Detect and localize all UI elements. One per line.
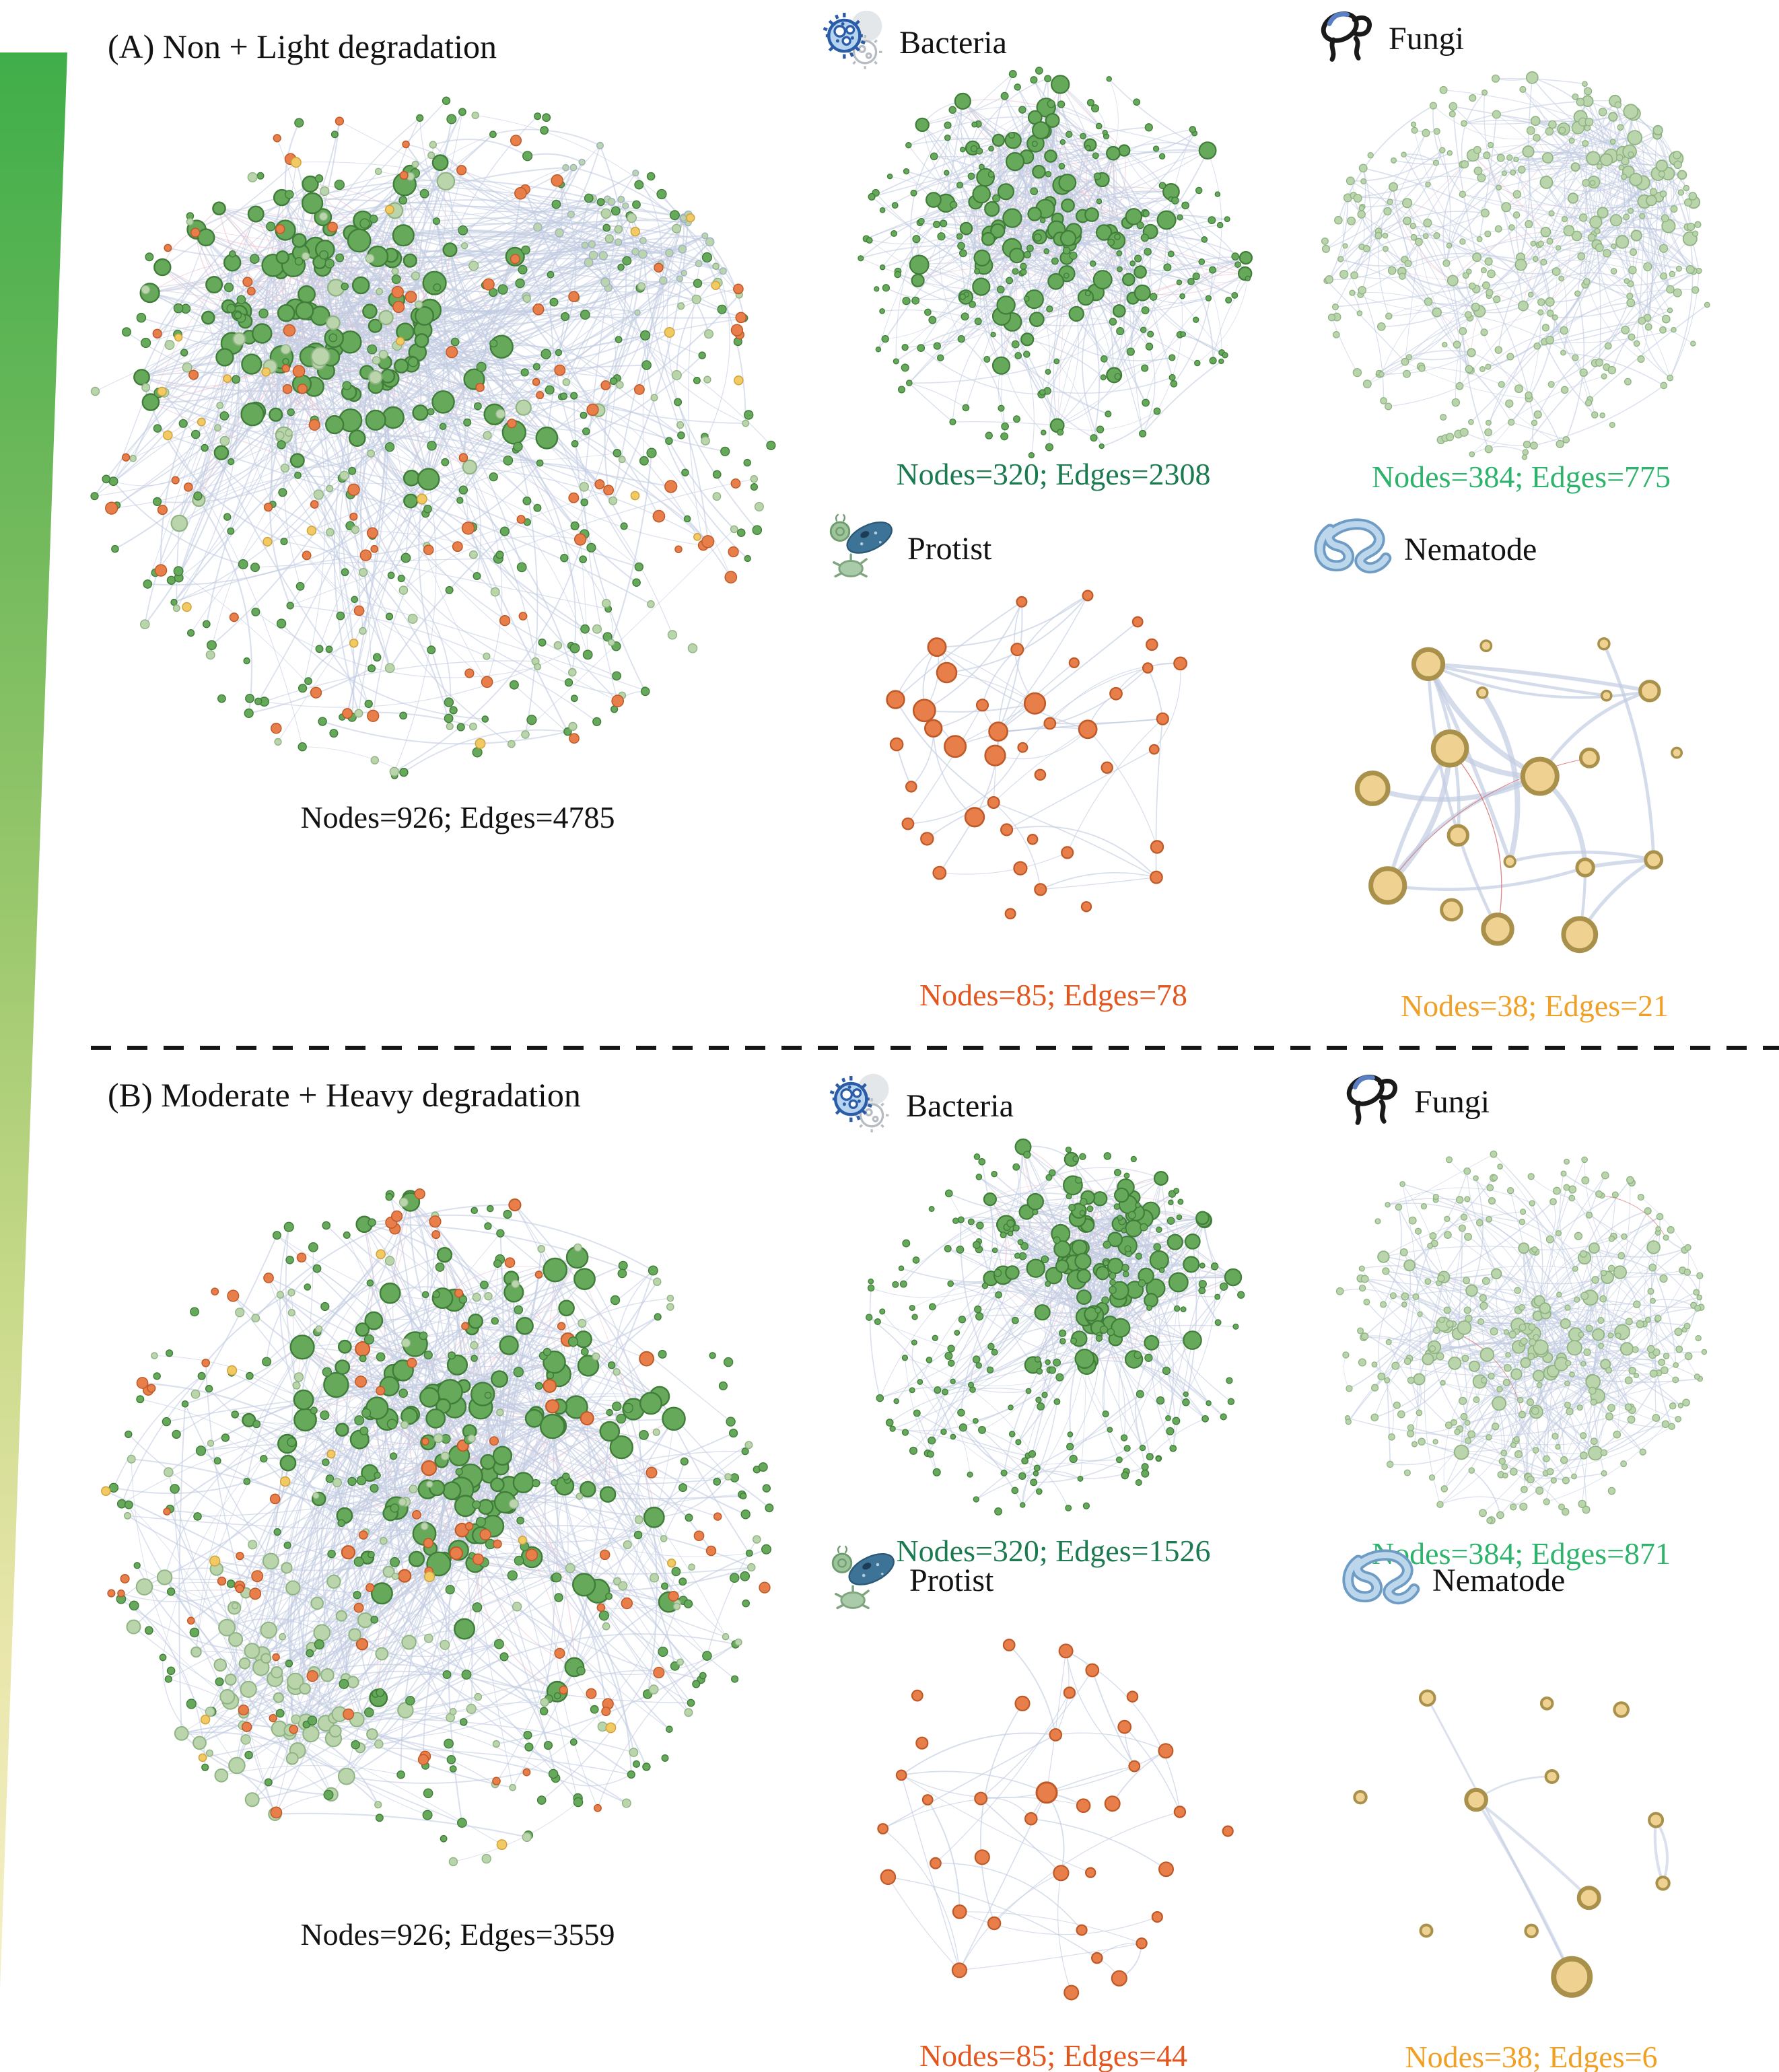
nematode-icon bbox=[1339, 1542, 1427, 1618]
subnet-b-bacteria-header: Bacteria bbox=[827, 1069, 1014, 1143]
caption-b-fungi: Nodes=384; Edges=871 bbox=[1371, 1536, 1671, 1571]
network-a-nematode bbox=[1354, 637, 1683, 954]
network-b-nematode bbox=[1353, 1689, 1671, 1998]
subnet-label-bacteria: Bacteria bbox=[899, 24, 1007, 61]
subnet-a-bacteria-header: Bacteria bbox=[820, 5, 1007, 79]
protist-icon bbox=[825, 508, 902, 589]
subnet-a-fungi-header: Fungi bbox=[1313, 5, 1464, 71]
caption-b-nematode: Nodes=38; Edges=6 bbox=[1405, 2040, 1658, 2072]
caption-a-fungi: Nodes=384; Edges=775 bbox=[1371, 460, 1671, 494]
network-b-all-kingdoms bbox=[101, 1188, 774, 1867]
caption-b-protist: Nodes=85; Edges=44 bbox=[919, 2038, 1188, 2072]
panel-divider-dashed bbox=[91, 1046, 1779, 1050]
nematode-icon bbox=[1311, 511, 1399, 587]
caption-a-bacteria: Nodes=320; Edges=2308 bbox=[896, 457, 1211, 491]
bacteria-icon bbox=[827, 1069, 901, 1143]
subnet-b-protist-header: Protist bbox=[827, 1540, 993, 1620]
caption-a-protist: Nodes=85; Edges=78 bbox=[919, 978, 1188, 1012]
subnet-b-fungi-header: Fungi bbox=[1338, 1069, 1490, 1135]
network-b-fungi bbox=[1335, 1150, 1708, 1525]
subnet-label-fungi: Fungi bbox=[1389, 20, 1465, 57]
network-b-bacteria bbox=[865, 1138, 1245, 1515]
subnet-b-nematode-header: Nematode bbox=[1339, 1542, 1565, 1618]
network-b-protist bbox=[877, 1639, 1234, 2001]
subnet-label-protist: Protist bbox=[907, 530, 992, 567]
subnet-label-fungi: Fungi bbox=[1414, 1083, 1490, 1120]
network-a-fungi bbox=[1321, 71, 1710, 460]
caption-b-main: Nodes=926; Edges=3559 bbox=[300, 1917, 615, 1952]
subnet-label-protist: Protist bbox=[909, 1562, 994, 1598]
subnet-label-nematode: Nematode bbox=[1404, 531, 1537, 567]
network-a-bacteria bbox=[858, 67, 1253, 459]
subnet-label-bacteria: Bacteria bbox=[906, 1087, 1014, 1124]
protist-icon bbox=[827, 1540, 904, 1620]
subnet-a-nematode-header: Nematode bbox=[1311, 511, 1537, 587]
fungi-icon bbox=[1313, 5, 1383, 71]
panel-a-title: (A) Non + Light degradation bbox=[108, 28, 497, 65]
fungi-icon bbox=[1338, 1069, 1409, 1135]
subnet-a-protist-header: Protist bbox=[825, 508, 991, 589]
network-a-protist bbox=[886, 590, 1188, 920]
caption-b-bacteria: Nodes=320; Edges=1526 bbox=[896, 1534, 1211, 1568]
panel-b-title: (B) Moderate + Heavy degradation bbox=[108, 1076, 581, 1114]
caption-a-main: Nodes=926; Edges=4785 bbox=[300, 800, 615, 834]
network-a-all-kingdoms bbox=[90, 96, 776, 779]
subnet-label-nematode: Nematode bbox=[1432, 1562, 1566, 1598]
caption-a-nematode: Nodes=38; Edges=21 bbox=[1400, 989, 1669, 1023]
